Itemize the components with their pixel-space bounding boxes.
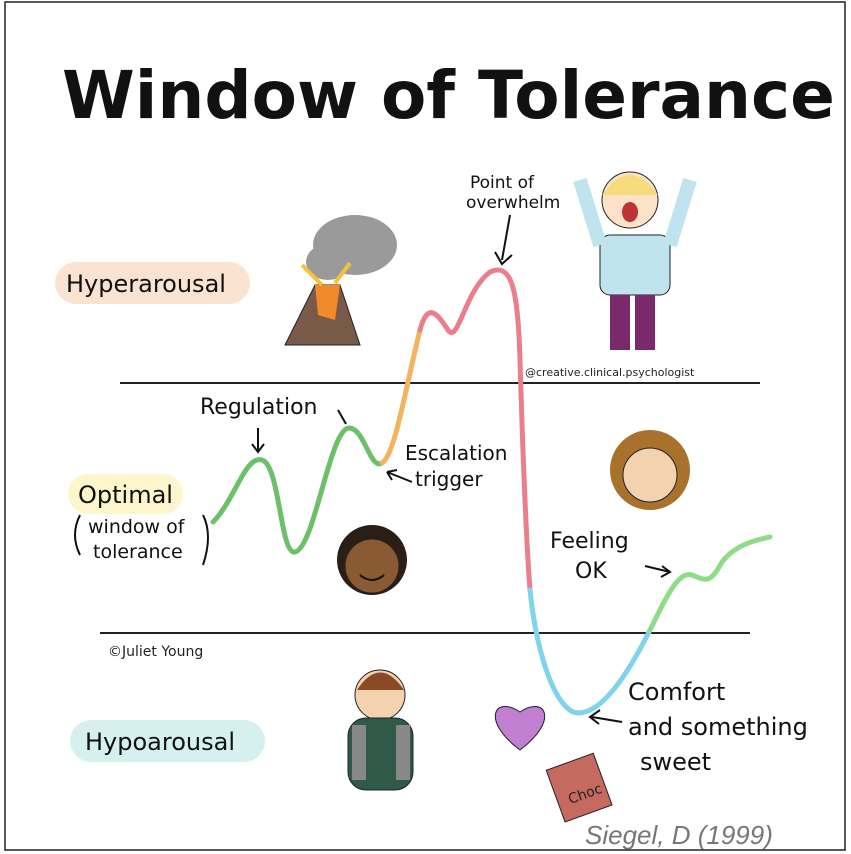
citation: Siegel, D (1999): [585, 820, 773, 850]
poster: Window of Tolerance Hyperarousal Optimal…: [0, 0, 851, 854]
optimal-label: Optimal: [78, 481, 173, 509]
title: Window of Tolerance: [62, 57, 835, 134]
handle: @creative.clinical.psychologist: [525, 366, 695, 379]
curly-face: [610, 430, 690, 510]
sad-child: [348, 670, 413, 790]
hypo-label: Hypoarousal: [85, 728, 235, 756]
artist: ©Juliet Young: [108, 644, 203, 660]
smiling-face: [337, 525, 407, 595]
regulation: Regulation: [200, 395, 317, 420]
hyper-label: Hyperarousal: [66, 270, 226, 298]
